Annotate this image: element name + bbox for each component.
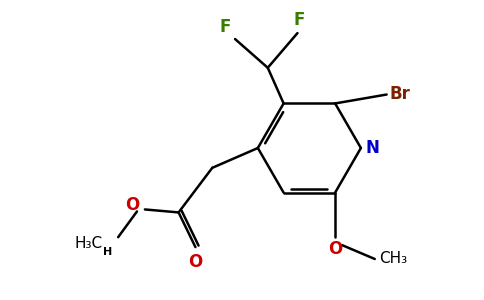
Text: F: F: [220, 18, 231, 36]
Text: H: H: [103, 247, 112, 257]
Text: O: O: [188, 253, 203, 271]
Text: H₃C: H₃C: [74, 236, 102, 250]
Text: N: N: [366, 139, 380, 157]
Text: CH₃: CH₃: [378, 251, 407, 266]
Text: O: O: [125, 196, 139, 214]
Text: F: F: [294, 11, 305, 29]
Text: Br: Br: [390, 85, 410, 103]
Text: O: O: [328, 240, 342, 258]
